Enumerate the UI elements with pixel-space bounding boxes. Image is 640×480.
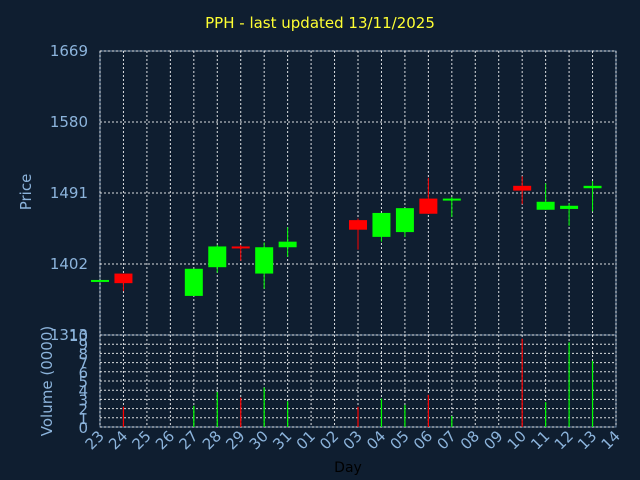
day-tick-label: 05 [387, 427, 413, 453]
day-tick-label: 27 [175, 427, 201, 453]
day-tick-label: 11 [527, 427, 553, 453]
candle [419, 177, 438, 214]
candle [114, 273, 133, 292]
candle-body [114, 273, 133, 284]
candle [278, 227, 297, 257]
candle [583, 181, 602, 212]
day-tick-label: 08 [457, 427, 483, 453]
candle [372, 212, 391, 242]
day-tick-label: 28 [199, 427, 225, 453]
volume-tick-label: 0 [78, 419, 88, 437]
candle [184, 268, 203, 296]
day-tick-label: 30 [246, 427, 272, 453]
volume-tick-label: 10 [69, 327, 88, 345]
x-axis-label: Day [334, 460, 362, 476]
price-axis-label: Price [17, 174, 35, 211]
candle [349, 218, 367, 250]
candle-body [583, 185, 602, 189]
volume-tick-label: 9 [78, 336, 88, 354]
day-tick-label: 13 [574, 427, 600, 453]
volume-tick-label: 7 [78, 355, 88, 373]
chart-title: PPH - last updated 13/11/2025 [205, 14, 435, 32]
volume-tick-label: 3 [78, 391, 88, 409]
day-tick-label: 04 [363, 427, 389, 453]
candle-body [419, 198, 438, 214]
day-tick-label: 06 [410, 427, 436, 453]
candle [231, 244, 250, 261]
candle [513, 176, 532, 205]
volume-tick-label: 8 [78, 345, 88, 363]
price-tick-label: 1669 [50, 42, 88, 60]
day-tick-label: 29 [222, 427, 248, 453]
day-tick-label: 14 [598, 427, 624, 453]
candle [255, 242, 274, 289]
candle-body [278, 241, 297, 248]
candle-body [536, 201, 555, 210]
candle-body [395, 208, 414, 233]
candle-body [560, 205, 579, 209]
volume-tick-label: 4 [78, 382, 88, 400]
volume-tick-label: 2 [78, 401, 88, 419]
price-tick-label: 1402 [50, 255, 88, 273]
day-tick-label: 26 [152, 427, 178, 453]
candle [208, 244, 227, 273]
candle [442, 196, 461, 217]
price-tick-label: 1580 [50, 113, 88, 131]
candle-body [255, 247, 274, 274]
candle-body [208, 246, 227, 268]
volume-axis-label: Volume (0000) [38, 326, 56, 436]
price-tick-label: 1491 [50, 184, 88, 202]
day-tick-label: 03 [340, 427, 366, 453]
candle [91, 279, 109, 282]
day-tick-label: 01 [293, 427, 319, 453]
candle [536, 183, 555, 210]
volume-tick-label: 5 [78, 373, 88, 391]
day-tick-label: 09 [480, 427, 506, 453]
day-tick-label: 07 [433, 427, 459, 453]
candle-body [513, 185, 532, 191]
candle-body [184, 268, 203, 296]
day-tick-label: 02 [316, 427, 342, 453]
volume-tick-label: 6 [78, 364, 88, 382]
price-tick-label: 1313 [50, 326, 88, 344]
candle [395, 208, 414, 237]
candle-body [231, 246, 250, 249]
candle-body [372, 212, 391, 237]
candle-body [349, 220, 367, 230]
volume-tick-label: 1 [78, 410, 88, 428]
day-tick-label: 25 [129, 427, 155, 453]
price-panel: 1669 1580 1491 1402 1313 [50, 42, 617, 344]
day-tick-label: 24 [105, 427, 131, 453]
day-tick-label: 31 [269, 427, 295, 453]
day-tick-label: 10 [504, 427, 530, 453]
candle-body [442, 198, 461, 201]
day-tick-label: 12 [551, 427, 577, 453]
x-axis: 2324252627282930310102030405060708091011… [82, 427, 624, 453]
candle-body [91, 279, 109, 282]
candle [560, 203, 579, 226]
